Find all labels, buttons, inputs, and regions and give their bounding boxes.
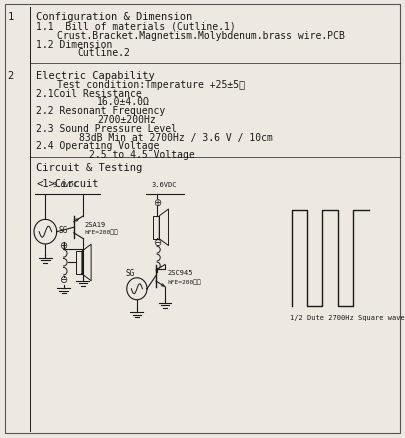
Text: 2.3 Sound Pressure Level: 2.3 Sound Pressure Level: [36, 124, 177, 134]
Text: 2: 2: [7, 71, 13, 81]
Text: ⊕: ⊕: [60, 241, 68, 251]
Text: 3.6VDC: 3.6VDC: [152, 182, 177, 188]
Text: SG: SG: [59, 226, 68, 235]
Text: 1/2 Dute 2700Hz Square wave: 1/2 Dute 2700Hz Square wave: [290, 315, 404, 321]
Text: 3.6VDC: 3.6VDC: [53, 182, 78, 188]
Text: Electric Capability: Electric Capability: [36, 71, 155, 81]
Text: 2.4 Operating Voltage: 2.4 Operating Voltage: [36, 141, 160, 151]
Bar: [76, 251, 82, 274]
Text: Crust.Bracket.Magnetism.Molybdenum.brass wire.PCB: Crust.Bracket.Magnetism.Molybdenum.brass…: [57, 31, 345, 41]
Bar: [153, 216, 159, 239]
Text: Configuration & Dimension: Configuration & Dimension: [36, 12, 193, 22]
Text: ⊖: ⊖: [60, 275, 68, 285]
Text: 2SA19: 2SA19: [85, 222, 106, 227]
Text: 2700±200Hz: 2700±200Hz: [97, 115, 156, 125]
Text: SG: SG: [126, 268, 135, 278]
Text: 1.2 Dimension: 1.2 Dimension: [36, 39, 113, 49]
Text: <1>Circuit: <1>Circuit: [36, 179, 99, 189]
Text: 1.1  Bill of materials (Cutline.1): 1.1 Bill of materials (Cutline.1): [36, 22, 236, 32]
Text: Cutline.2: Cutline.2: [77, 48, 130, 58]
Text: Test condition:Tmperature +25±5℃: Test condition:Tmperature +25±5℃: [57, 80, 245, 90]
Text: hFE=200以上: hFE=200以上: [167, 279, 201, 284]
Text: 1: 1: [7, 12, 13, 22]
Text: ⊕: ⊕: [153, 198, 161, 207]
Text: 2.2 Resonant Frequency: 2.2 Resonant Frequency: [36, 106, 166, 116]
Text: hFE=200以上: hFE=200以上: [85, 230, 119, 235]
Text: 16.0±4.0Ω: 16.0±4.0Ω: [97, 97, 150, 107]
Text: 83dB Min at 2700Hz / 3.6 V / 10cm: 83dB Min at 2700Hz / 3.6 V / 10cm: [79, 132, 273, 142]
Text: 2.1Coil Resistance: 2.1Coil Resistance: [36, 88, 142, 99]
Text: Circuit & Testing: Circuit & Testing: [36, 163, 143, 173]
Text: 2.5 to 4.5 Voltage: 2.5 to 4.5 Voltage: [89, 150, 195, 160]
Text: ⊖: ⊖: [153, 237, 161, 247]
Text: 2SC945: 2SC945: [167, 270, 192, 276]
